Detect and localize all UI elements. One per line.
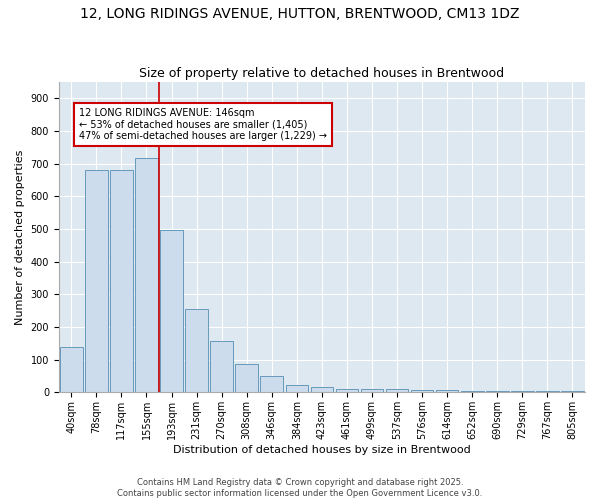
Bar bbox=[386, 390, 409, 392]
Bar bbox=[411, 390, 433, 392]
Text: 12, LONG RIDINGS AVENUE, HUTTON, BRENTWOOD, CM13 1DZ: 12, LONG RIDINGS AVENUE, HUTTON, BRENTWO… bbox=[80, 8, 520, 22]
Bar bbox=[486, 391, 509, 392]
Bar bbox=[211, 341, 233, 392]
Bar bbox=[461, 391, 484, 392]
Bar bbox=[160, 230, 183, 392]
Bar bbox=[436, 390, 458, 392]
Bar bbox=[85, 170, 107, 392]
Text: Contains HM Land Registry data © Crown copyright and database right 2025.
Contai: Contains HM Land Registry data © Crown c… bbox=[118, 478, 482, 498]
X-axis label: Distribution of detached houses by size in Brentwood: Distribution of detached houses by size … bbox=[173, 445, 471, 455]
Y-axis label: Number of detached properties: Number of detached properties bbox=[15, 150, 25, 325]
Bar bbox=[286, 385, 308, 392]
Bar bbox=[260, 376, 283, 392]
Bar bbox=[110, 170, 133, 392]
Bar bbox=[235, 364, 258, 392]
Text: 12 LONG RIDINGS AVENUE: 146sqm
← 53% of detached houses are smaller (1,405)
47% : 12 LONG RIDINGS AVENUE: 146sqm ← 53% of … bbox=[79, 108, 328, 142]
Bar bbox=[60, 346, 83, 393]
Bar bbox=[361, 390, 383, 392]
Title: Size of property relative to detached houses in Brentwood: Size of property relative to detached ho… bbox=[139, 66, 505, 80]
Bar bbox=[311, 386, 333, 392]
Bar bbox=[135, 158, 158, 392]
Bar bbox=[335, 389, 358, 392]
Bar bbox=[536, 391, 559, 392]
Bar bbox=[185, 309, 208, 392]
